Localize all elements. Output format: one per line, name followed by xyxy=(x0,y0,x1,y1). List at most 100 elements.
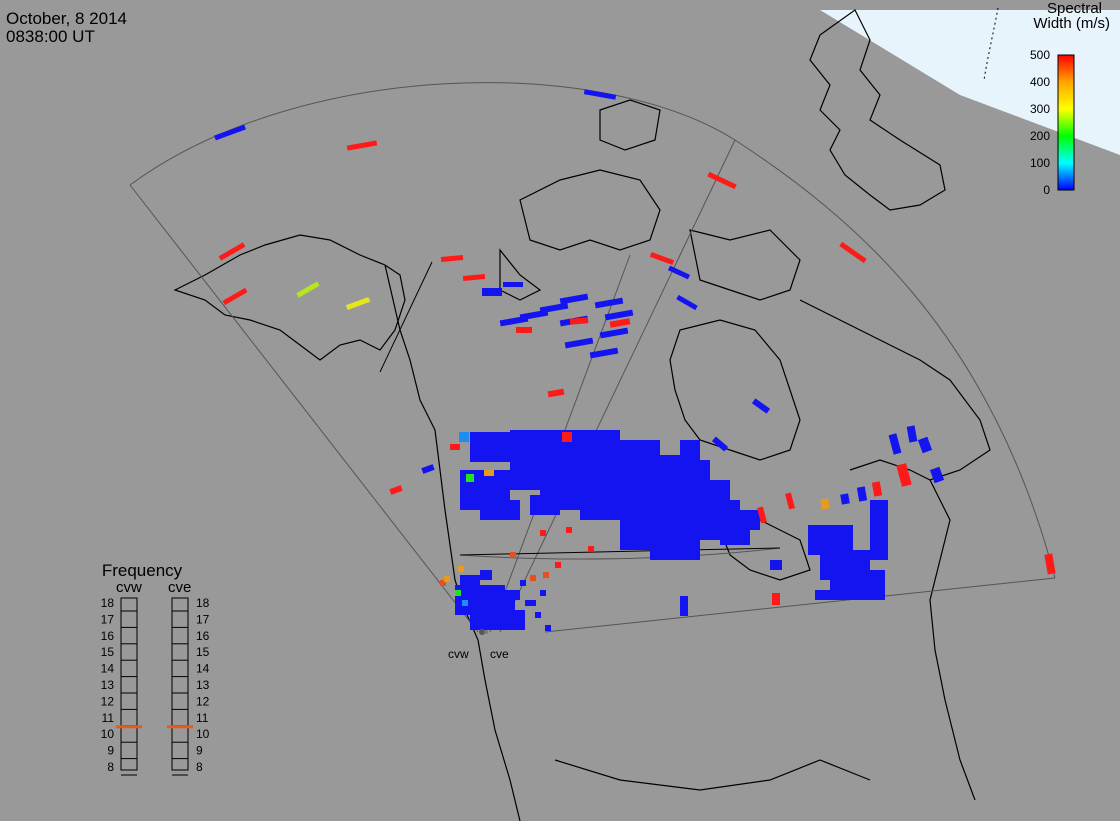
echo-cluster xyxy=(815,590,885,600)
echo-cluster xyxy=(650,520,700,560)
frequency-panel: Frequency cvw cve 18 18 17 17 16 16 15 15 14 14 13… xyxy=(101,561,210,776)
echo-cell xyxy=(462,600,468,606)
echo-cell xyxy=(520,580,526,586)
echo-cell xyxy=(214,124,246,141)
fov-west-edge xyxy=(129,184,479,633)
colorbar-tick-label: 500 xyxy=(1030,48,1050,62)
echo-cell xyxy=(458,566,464,572)
echo-cell xyxy=(555,562,561,568)
echo-cell xyxy=(459,432,469,442)
echo-cell xyxy=(530,575,536,581)
echo-cluster xyxy=(600,440,640,465)
colorbar-tick-label: 100 xyxy=(1030,156,1050,170)
echo-cell xyxy=(770,560,782,570)
frequency-tick-label: 15 xyxy=(101,645,115,659)
echo-cell xyxy=(466,474,474,482)
frequency-tick-label: 8 xyxy=(107,760,114,774)
frequency-tick-label: 10 xyxy=(101,727,115,741)
frequency-tick-label: 16 xyxy=(196,629,210,643)
radar-site-cve xyxy=(484,630,488,634)
echo-cell xyxy=(711,436,729,452)
frequency-tick-label: 8 xyxy=(196,760,203,774)
echo-cluster xyxy=(580,470,640,520)
fov-east-edge xyxy=(544,577,1056,633)
frequency-tick-label: 10 xyxy=(196,727,210,741)
echo-cell xyxy=(421,464,435,474)
frequency-column-cvw xyxy=(120,597,138,771)
echo-cell xyxy=(440,255,464,262)
echo-cell xyxy=(599,327,629,339)
radar-echo-cells xyxy=(214,89,1056,631)
echo-cell xyxy=(516,327,532,333)
time-label: 0838:00 UT xyxy=(6,27,95,46)
echo-cluster xyxy=(870,500,888,560)
echo-cell xyxy=(540,530,546,536)
echo-cell xyxy=(346,140,378,151)
radar-label-cve: cve xyxy=(490,647,509,661)
echo-cell xyxy=(569,317,589,325)
frequency-tick-label: 15 xyxy=(196,645,210,659)
frequency-tick-label: 18 xyxy=(196,596,210,610)
frequency-tick-label: 9 xyxy=(196,744,203,758)
frequency-tick-label: 17 xyxy=(196,612,210,626)
echo-cell xyxy=(757,506,767,524)
echo-cell xyxy=(649,252,675,265)
echo-cell xyxy=(588,546,594,552)
frequency-tick-label: 14 xyxy=(196,662,210,676)
echo-cell xyxy=(530,600,536,606)
echo-cell xyxy=(482,288,502,296)
frequency-tick-label: 11 xyxy=(102,711,115,725)
colorbar-tick-label: 200 xyxy=(1030,129,1050,143)
echo-cell xyxy=(222,287,248,306)
echo-cell xyxy=(525,600,531,606)
echo-cell xyxy=(462,274,486,281)
colorbar-tick-label: 300 xyxy=(1030,102,1050,116)
polar-cap-dotted-line xyxy=(983,7,999,81)
radar-sites: cvw cve xyxy=(448,629,509,661)
echo-cell xyxy=(440,580,446,586)
echo-cluster xyxy=(480,500,520,520)
echo-cell xyxy=(564,337,594,349)
echo-cell xyxy=(676,294,698,311)
echo-cell xyxy=(785,492,795,510)
echo-cell xyxy=(562,432,572,442)
echo-cell xyxy=(389,485,403,495)
frequency-column-cve xyxy=(171,597,189,771)
echo-cluster xyxy=(680,440,700,460)
echo-cluster xyxy=(490,610,525,630)
echo-cell xyxy=(594,297,624,309)
echo-cell xyxy=(547,388,565,398)
echo-cell xyxy=(896,463,912,487)
fov-parallel-arc xyxy=(459,547,781,560)
frequency-tick-label: 12 xyxy=(101,694,115,708)
echo-cell xyxy=(545,625,551,631)
echo-cell xyxy=(455,590,461,596)
echo-cluster xyxy=(470,432,520,462)
spectral-width-colorbar: Spectral Width (m/s) 500 400 300 200 100 0 xyxy=(1030,0,1110,197)
echo-cell xyxy=(583,89,617,100)
echo-cell xyxy=(345,297,371,310)
date-label: October, 8 2014 xyxy=(6,9,127,28)
echo-cell xyxy=(917,436,933,454)
echo-cluster xyxy=(530,495,560,515)
fov-mid-line-2 xyxy=(499,139,736,633)
echo-cell xyxy=(444,576,450,582)
polar-cap-region xyxy=(820,10,1120,155)
echo-cell xyxy=(543,572,549,578)
echo-cell xyxy=(707,171,737,190)
frequency-tick-label: 9 xyxy=(107,744,114,758)
echo-cell xyxy=(856,486,868,502)
echo-cluster xyxy=(480,570,492,580)
echo-cell xyxy=(604,309,634,321)
echo-cell xyxy=(839,241,867,264)
frequency-label-cve: cve xyxy=(168,579,191,596)
echo-cluster xyxy=(500,590,520,600)
colorbar-tick-label: 0 xyxy=(1043,183,1050,197)
frequency-tick-label: 18 xyxy=(101,596,115,610)
colorbar-title-line2: Width (m/s) xyxy=(1033,15,1110,32)
echo-cell xyxy=(888,433,902,455)
echo-cell xyxy=(1044,553,1056,575)
colorbar-title-line1: Spectral xyxy=(1047,0,1102,17)
coastlines xyxy=(173,9,991,821)
